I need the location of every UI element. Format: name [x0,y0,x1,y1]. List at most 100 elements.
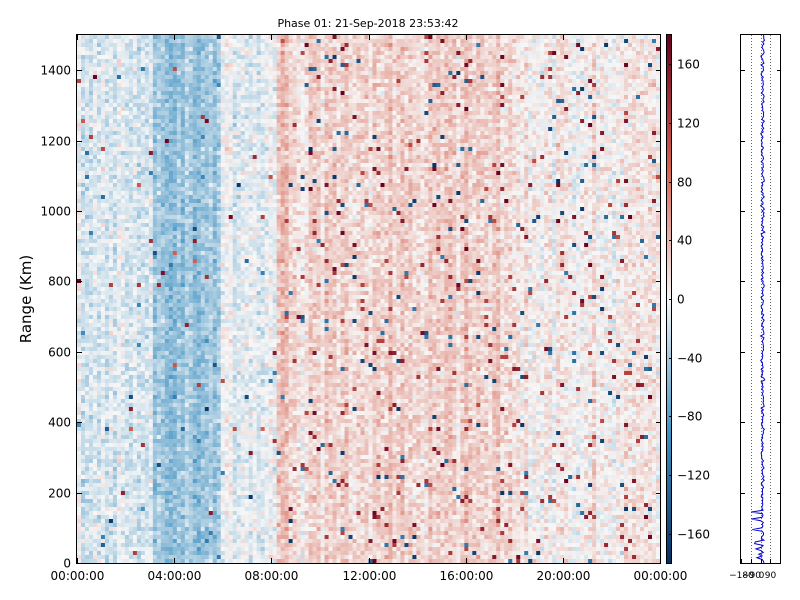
heatmap-cell [113,411,117,415]
heatmap-cell [101,515,105,519]
heatmap-cell [189,339,193,343]
heatmap-cell [105,431,109,435]
heatmap-cell [85,323,89,327]
heatmap-cell [209,339,213,343]
heatmap-cell [173,207,177,211]
heatmap-cell [169,255,173,259]
heatmap-cell [205,339,209,343]
heatmap-cell [165,55,169,59]
heatmap-cell [161,391,165,395]
heatmap-cell [181,475,185,479]
heatmap-cell [213,455,217,459]
heatmap-cell [201,267,205,271]
heatmap-cell [205,175,209,179]
heatmap-cell [221,119,225,123]
heatmap-cell [105,503,109,507]
heatmap-cell [225,203,229,207]
heatmap-cell [165,59,169,63]
heatmap-cell [169,535,173,539]
heatmap-cell [197,435,201,439]
heatmap-cell [209,543,213,547]
heatmap-cell [85,279,89,283]
heatmap-cell [97,327,101,331]
heatmap-cell [113,523,117,527]
heatmap-cell [181,207,185,211]
heatmap-cell [205,467,209,471]
heatmap-cell [77,167,81,171]
heatmap-cell [121,279,125,283]
heatmap-cell [197,35,201,39]
heatmap-cell [117,271,121,275]
heatmap-cell [165,495,169,499]
heatmap-cell [121,219,125,223]
heatmap-cell [85,263,89,267]
heatmap-cell [217,219,221,223]
heatmap-cell [149,179,153,183]
heatmap-cell [193,127,197,131]
heatmap-cell [205,323,209,327]
heatmap-cell [201,455,205,459]
heatmap-cell [101,483,105,487]
heatmap-cell [205,431,209,435]
heatmap-cell [133,211,137,215]
heatmap-cell [209,259,213,263]
heatmap-cell [145,87,149,91]
heatmap-cell [133,503,137,507]
heatmap-cell [97,159,101,163]
heatmap-cell [161,451,165,455]
heatmap-cell [97,515,101,519]
heatmap-cell [193,499,197,503]
heatmap-cell [225,331,229,335]
heatmap-cell [177,275,181,279]
heatmap-cell [105,291,109,295]
heatmap-cell [217,255,221,259]
heatmap-cell [217,355,221,359]
heatmap-cell [85,359,89,363]
heatmap-cell [157,411,161,415]
heatmap-cell [97,475,101,479]
heatmap-cell [161,71,165,75]
heatmap-cell [145,35,149,39]
heatmap-cell [157,191,161,195]
heatmap-cell [81,215,85,219]
heatmap-cell [89,95,93,99]
heatmap-cell [141,331,145,335]
heatmap-cell [197,219,201,223]
heatmap-cell [133,519,137,523]
heatmap-cell [93,243,97,247]
heatmap-cell [201,271,205,275]
heatmap-cell [93,327,97,331]
heatmap-cell [197,507,201,511]
heatmap-cell [117,331,121,335]
heatmap-cell [145,311,149,315]
heatmap-cell [173,395,177,399]
heatmap-cell [169,531,173,535]
heatmap-cell [121,247,125,251]
heatmap-cell [201,551,205,555]
heatmap-cell [125,211,129,215]
heatmap-cell [177,63,181,67]
heatmap-cell [81,79,85,83]
heatmap-cell [205,155,209,159]
heatmap-cell [109,131,113,135]
heatmap-cell [85,167,89,171]
heatmap-cell [213,551,217,555]
heatmap-cell [137,255,141,259]
heatmap-cell [181,55,185,59]
heatmap-cell [129,183,133,187]
heatmap-cell [129,491,133,495]
heatmap-cell [121,75,125,79]
heatmap-cell [177,103,181,107]
heatmap-cell [225,315,229,319]
heatmap-cell [181,219,185,223]
heatmap-cell [133,183,137,187]
heatmap-cell [197,475,201,479]
heatmap-cell [97,491,101,495]
heatmap-cell [125,35,129,39]
heatmap-cell [217,51,221,55]
heatmap-cell [105,379,109,383]
heatmap-cell [97,287,101,291]
heatmap-cell [173,407,177,411]
heatmap-cell [161,167,165,171]
heatmap-cell [133,131,137,135]
